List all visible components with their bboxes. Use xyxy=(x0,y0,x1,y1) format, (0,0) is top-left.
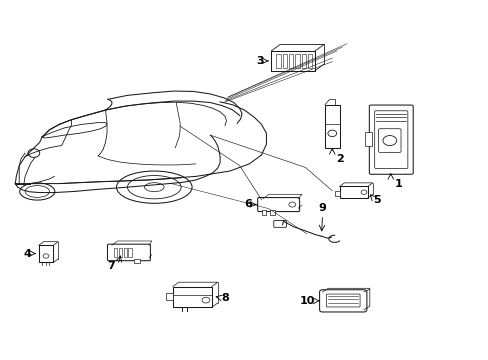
Circle shape xyxy=(360,190,366,194)
Bar xyxy=(166,293,173,300)
Text: 6: 6 xyxy=(244,199,251,210)
FancyBboxPatch shape xyxy=(319,290,366,312)
FancyBboxPatch shape xyxy=(273,221,286,227)
Bar xyxy=(261,210,266,215)
Bar xyxy=(271,51,315,71)
Circle shape xyxy=(288,202,295,207)
Circle shape xyxy=(202,297,209,303)
Text: 7: 7 xyxy=(107,261,115,271)
Text: 10: 10 xyxy=(299,296,315,306)
Text: 5: 5 xyxy=(372,195,380,205)
Bar xyxy=(282,54,286,68)
Text: 9: 9 xyxy=(318,203,326,213)
FancyBboxPatch shape xyxy=(326,294,359,307)
Bar xyxy=(269,210,274,215)
Bar xyxy=(339,186,367,198)
Ellipse shape xyxy=(25,185,49,197)
Bar xyxy=(39,245,53,262)
Text: 8: 8 xyxy=(221,293,228,303)
Ellipse shape xyxy=(127,176,181,199)
FancyBboxPatch shape xyxy=(257,198,299,212)
Bar xyxy=(172,287,211,307)
Ellipse shape xyxy=(116,171,192,203)
Bar xyxy=(114,248,117,257)
Bar xyxy=(123,248,127,257)
Text: 4: 4 xyxy=(23,248,31,258)
Circle shape xyxy=(382,135,396,145)
Bar xyxy=(307,54,312,68)
Text: 1: 1 xyxy=(393,179,401,189)
FancyBboxPatch shape xyxy=(368,105,412,174)
Ellipse shape xyxy=(20,183,55,200)
Bar xyxy=(295,54,299,68)
Bar xyxy=(288,54,293,68)
FancyBboxPatch shape xyxy=(378,129,400,152)
Bar xyxy=(128,248,132,257)
Circle shape xyxy=(28,149,40,157)
Bar xyxy=(276,54,280,68)
Circle shape xyxy=(327,130,336,136)
Bar xyxy=(334,192,339,196)
Text: 2: 2 xyxy=(335,154,343,164)
Bar xyxy=(365,132,371,146)
Circle shape xyxy=(43,254,49,258)
FancyBboxPatch shape xyxy=(374,111,407,168)
Bar xyxy=(325,105,339,148)
FancyBboxPatch shape xyxy=(107,244,150,261)
Ellipse shape xyxy=(144,183,163,192)
Text: 3: 3 xyxy=(256,56,264,66)
Bar xyxy=(301,54,305,68)
Bar xyxy=(119,248,122,257)
Bar xyxy=(134,259,140,263)
